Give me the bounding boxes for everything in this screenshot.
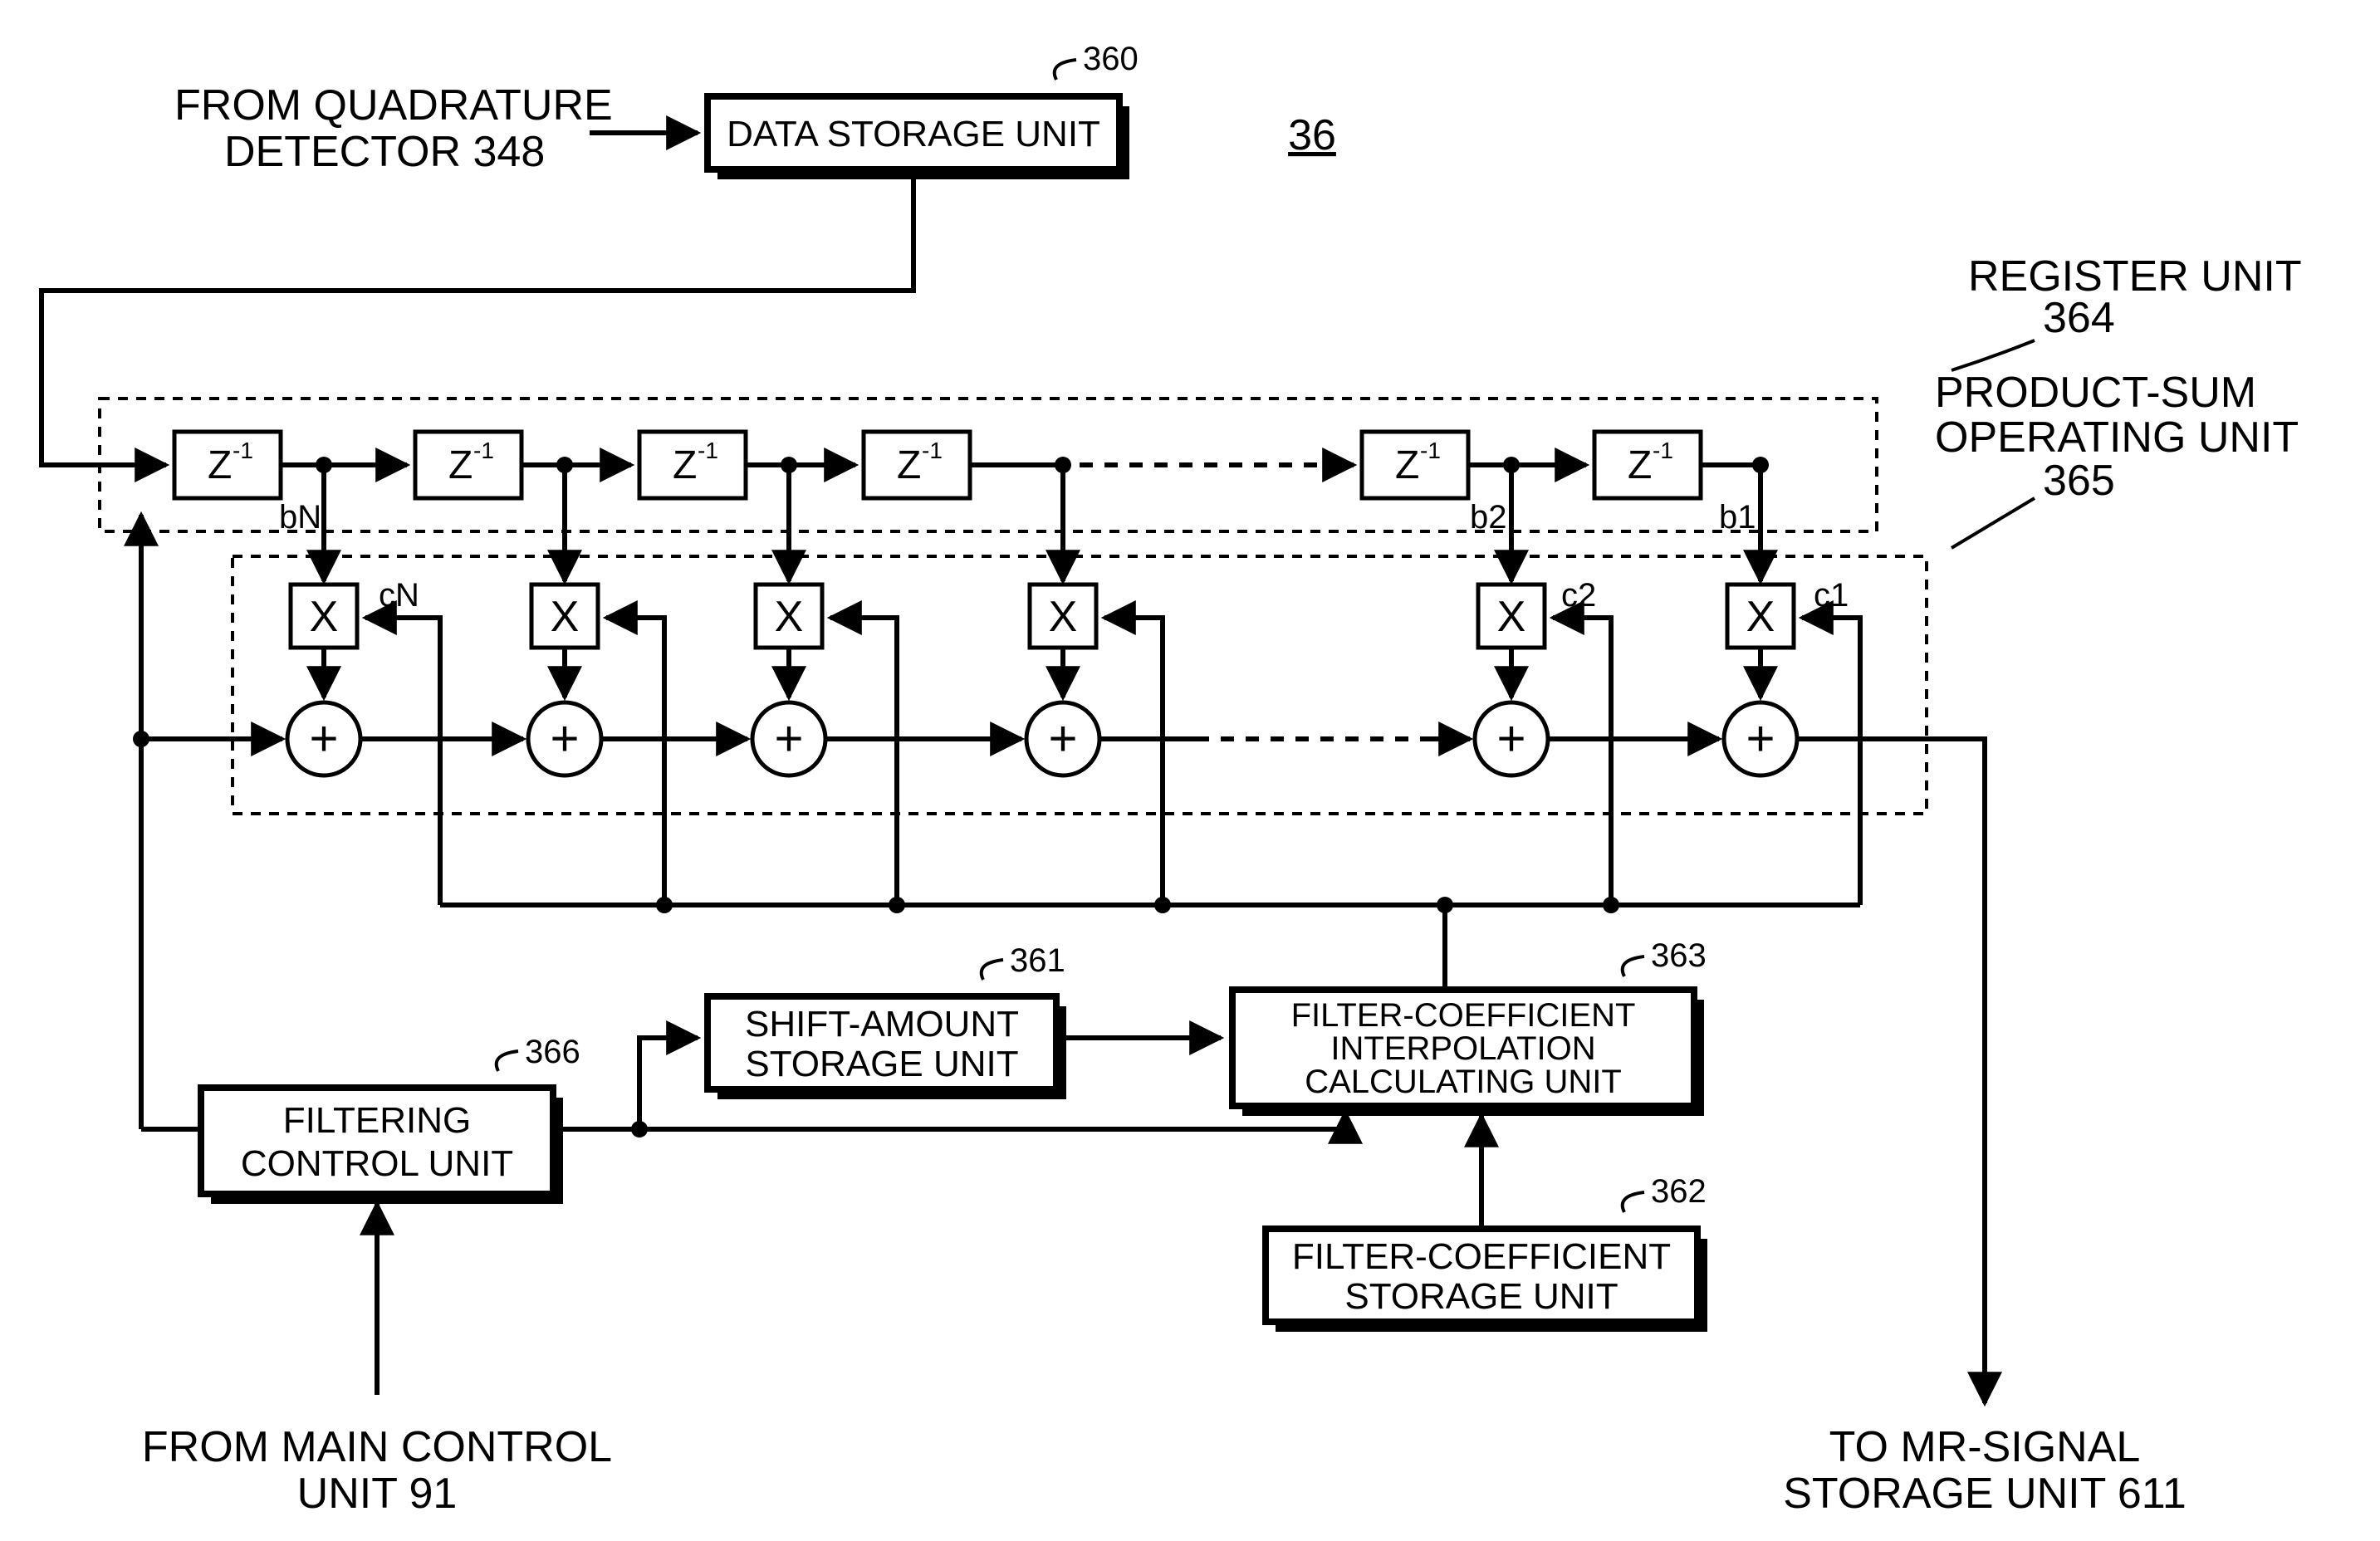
from-main-1: FROM MAIN CONTROL bbox=[142, 1423, 612, 1471]
ref-361: 361 bbox=[1010, 942, 1065, 979]
zbox-1: Z-1 bbox=[174, 432, 281, 498]
ref-hook-365 bbox=[1952, 498, 2035, 548]
zbox-4: Z-1 bbox=[864, 432, 970, 498]
svg-text:+: + bbox=[1496, 711, 1525, 766]
interp-l2: INTERPOLATION bbox=[1330, 1030, 1595, 1067]
svg-text:-1: -1 bbox=[1420, 438, 1441, 463]
svg-text:Z: Z bbox=[208, 443, 232, 487]
zbox-5: Z-1 bbox=[1362, 432, 1468, 498]
b-label-b2: b2 bbox=[1470, 499, 1507, 536]
svg-text:-1: -1 bbox=[698, 438, 718, 463]
svg-text:Z: Z bbox=[897, 443, 921, 487]
zbox-3: Z-1 bbox=[639, 432, 746, 498]
svg-text:X: X bbox=[1049, 593, 1078, 641]
to-mr-label-2: STORAGE UNIT 611 bbox=[1783, 1470, 2187, 1518]
filtering-ctrl-l1: FILTERING bbox=[283, 1100, 472, 1141]
coefficient-feeds bbox=[365, 618, 1860, 996]
svg-text:+: + bbox=[1048, 711, 1077, 766]
data-storage-label: DATA STORAGE UNIT bbox=[727, 114, 1100, 154]
from-main-2: UNIT 91 bbox=[297, 1470, 458, 1518]
figure-ref: 36 bbox=[1288, 111, 1336, 159]
svg-text:X: X bbox=[775, 593, 804, 641]
ref-366: 366 bbox=[525, 1034, 580, 1070]
register-row: Z-1 Z-1 Z-1 Z-1 Z-1 Z-1 bbox=[174, 432, 1769, 498]
ref-hook-366 bbox=[497, 1051, 518, 1071]
c-label-c2: c2 bbox=[1561, 577, 1596, 614]
b-label-b1: b1 bbox=[1719, 499, 1756, 536]
svg-text:-1: -1 bbox=[473, 438, 494, 463]
register-unit-id: 364 bbox=[2043, 294, 2115, 342]
svg-text:Z: Z bbox=[1395, 443, 1419, 487]
from-quadrature-label-2: DETECTOR 348 bbox=[224, 128, 545, 176]
zbox-2: Z-1 bbox=[415, 432, 522, 498]
filtering-ctrl-l2: CONTROL UNIT bbox=[241, 1143, 513, 1184]
svg-text:-1: -1 bbox=[1653, 438, 1673, 463]
svg-text:X: X bbox=[1746, 593, 1775, 641]
to-mr-label-1: TO MR-SIGNAL bbox=[1829, 1423, 2141, 1471]
svg-text:X: X bbox=[1497, 593, 1526, 641]
svg-text:+: + bbox=[550, 711, 579, 766]
svg-text:-1: -1 bbox=[233, 438, 253, 463]
shift-l2: STORAGE UNIT bbox=[745, 1044, 1018, 1084]
fcstore-l1: FILTER-COEFFICIENT bbox=[1292, 1236, 1671, 1277]
svg-text:+: + bbox=[774, 711, 803, 766]
product-sum-label-1: PRODUCT-SUM bbox=[1935, 369, 2256, 417]
from-quadrature-label-1: FROM QUADRATURE bbox=[174, 81, 613, 130]
ref-hook-361 bbox=[982, 960, 1003, 980]
interp-l3: CALCULATING UNIT bbox=[1305, 1064, 1622, 1100]
product-sum-id: 365 bbox=[2043, 457, 2115, 505]
ref-360: 360 bbox=[1083, 41, 1139, 77]
ref-hook-360 bbox=[1055, 60, 1076, 80]
svg-text:+: + bbox=[1746, 711, 1775, 766]
interp-l1: FILTER-COEFFICIENT bbox=[1291, 997, 1636, 1034]
ref-hook-363 bbox=[1623, 956, 1644, 976]
svg-text:X: X bbox=[551, 593, 580, 641]
zbox-6: Z-1 bbox=[1594, 432, 1701, 498]
svg-text:-1: -1 bbox=[922, 438, 943, 463]
product-sum-label-2: OPERATING UNIT bbox=[1935, 413, 2299, 462]
shift-l1: SHIFT-AMOUNT bbox=[745, 1004, 1019, 1044]
fctrl-to-shift bbox=[639, 1038, 698, 1129]
fcstore-l2: STORAGE UNIT bbox=[1344, 1276, 1618, 1317]
b-label-bN: bN bbox=[279, 499, 321, 536]
svg-text:Z: Z bbox=[673, 443, 697, 487]
ref-363: 363 bbox=[1651, 937, 1707, 974]
svg-text:Z: Z bbox=[448, 443, 473, 487]
ref-362: 362 bbox=[1651, 1173, 1707, 1210]
svg-text:Z: Z bbox=[1628, 443, 1652, 487]
c-label-c1: c1 bbox=[1814, 577, 1849, 614]
svg-text:X: X bbox=[310, 593, 339, 641]
svg-text:+: + bbox=[309, 711, 338, 766]
wire-output bbox=[1797, 739, 1985, 1403]
wire-data-to-register bbox=[42, 169, 913, 465]
ref-hook-364 bbox=[1952, 340, 2035, 370]
fctrl-to-interp bbox=[639, 1113, 1345, 1129]
c-label-cN: cN bbox=[379, 577, 419, 614]
register-unit-label: REGISTER UNIT bbox=[1968, 252, 2302, 301]
ref-hook-362 bbox=[1623, 1192, 1644, 1212]
